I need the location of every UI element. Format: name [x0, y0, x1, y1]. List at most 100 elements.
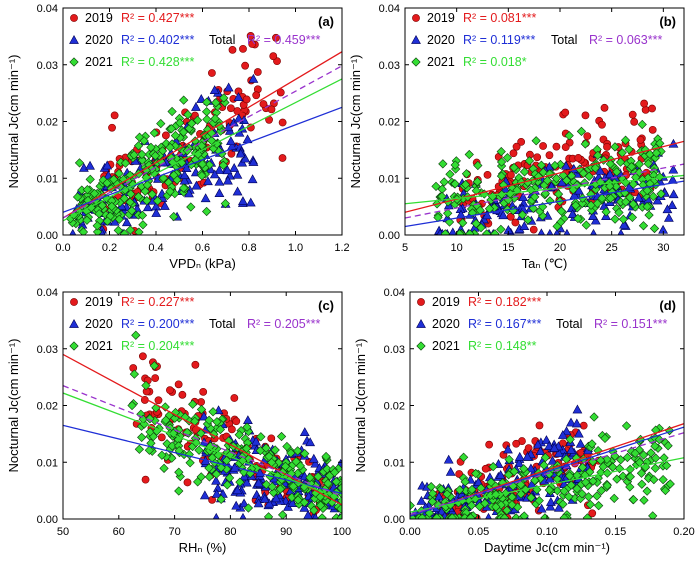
regression-lines: [63, 353, 342, 506]
legend-marker-2021: [416, 341, 426, 351]
point-2021: [89, 188, 100, 199]
point-2021: [526, 185, 536, 195]
point-2021: [317, 513, 327, 519]
y-tick-label: 0.04: [37, 287, 58, 299]
point-2019: [157, 433, 166, 442]
point-2021: [544, 485, 554, 495]
point-2020: [209, 169, 220, 179]
point-2021: [564, 131, 574, 141]
point-2021: [577, 462, 588, 472]
legend-year-2021: 2021: [427, 55, 455, 69]
point-2021: [642, 201, 652, 212]
point-2021: [588, 476, 598, 486]
point-2021: [144, 445, 155, 455]
panel-label: (c): [318, 298, 334, 313]
point-2021: [438, 159, 448, 169]
point-2020: [662, 204, 673, 214]
point-2021: [504, 470, 514, 480]
point-2021: [496, 224, 506, 235]
point-2020: [311, 512, 319, 519]
point-2021: [552, 486, 563, 496]
point-2021: [202, 114, 212, 124]
point-2020: [299, 427, 310, 436]
point-2021: [534, 496, 544, 506]
point-2021: [572, 484, 582, 494]
point-2021: [562, 175, 572, 186]
point-2020: [102, 160, 113, 170]
legend-r2-2020: R² = 0.167***: [468, 317, 541, 331]
point-2019: [199, 387, 208, 396]
point-2021: [305, 473, 315, 483]
point-2020: [544, 441, 554, 451]
y-tick-label: 0.00: [379, 230, 400, 242]
point-2021: [544, 469, 554, 479]
point-2021: [86, 203, 96, 213]
point-2021: [293, 495, 303, 505]
point-2020: [553, 448, 564, 458]
point-2021: [615, 157, 626, 167]
legend-marker-2019: [70, 298, 78, 306]
point-2020: [498, 210, 509, 220]
point-2021: [455, 485, 465, 495]
point-2021: [120, 185, 130, 195]
legend-r2-2020: R² = 0.200***: [121, 317, 194, 331]
y-tick-label: 0.04: [379, 3, 400, 15]
point-2021: [636, 468, 647, 478]
point-2021: [263, 512, 274, 519]
point-2021: [235, 477, 245, 487]
x-tick-label: 10: [451, 242, 463, 254]
point-2019: [239, 44, 247, 53]
point-2021: [127, 400, 137, 411]
point-2021: [461, 179, 471, 190]
point-2021: [519, 167, 530, 177]
point-2021: [581, 220, 591, 230]
y-tick-label: 0.03: [37, 60, 58, 72]
point-2020: [229, 163, 240, 172]
scatter-points: [431, 99, 679, 235]
point-2019: [226, 104, 235, 113]
legend-total-label: Total: [551, 33, 577, 47]
point-2021: [650, 441, 660, 451]
point-2021: [183, 110, 193, 120]
point-2021: [625, 482, 635, 492]
point-2020: [251, 436, 261, 446]
point-2021: [322, 464, 332, 474]
point-2019: [455, 470, 464, 478]
point-2021: [476, 223, 486, 233]
point-2020: [211, 475, 221, 485]
point-2020: [503, 444, 513, 454]
point-2020: [595, 165, 606, 175]
point-2021: [471, 218, 481, 229]
point-2019: [191, 360, 200, 369]
point-2020: [522, 451, 533, 461]
legend-r2-2019: R² = 0.227***: [121, 295, 194, 309]
point-2020: [179, 170, 190, 180]
point-2021: [440, 229, 450, 235]
point-2019: [110, 111, 119, 120]
y-tick-label: 0.02: [384, 401, 405, 413]
legend-total-r2: R² = 0.151***: [594, 317, 667, 331]
point-2021: [120, 158, 131, 168]
point-2020: [572, 404, 583, 414]
legend-marker-2021: [69, 57, 79, 67]
legend-total-r2: R² = 0.205***: [247, 317, 320, 331]
point-2021: [551, 173, 562, 184]
point-2021: [526, 493, 536, 503]
regression-line-2019: [63, 353, 342, 506]
point-2021: [600, 433, 610, 443]
point-2020: [235, 148, 246, 158]
point-2021: [149, 128, 160, 138]
point-2021: [643, 473, 654, 484]
point-2021: [149, 361, 159, 371]
x-tick-label: 0.10: [536, 526, 557, 538]
point-2021: [606, 193, 616, 203]
point-2021: [634, 159, 644, 169]
point-2021: [431, 181, 441, 192]
point-2021: [536, 160, 547, 170]
point-2021: [550, 160, 560, 171]
point-2021: [482, 229, 492, 235]
point-2019: [511, 218, 520, 227]
point-2020: [200, 193, 211, 203]
point-2021: [611, 181, 621, 192]
